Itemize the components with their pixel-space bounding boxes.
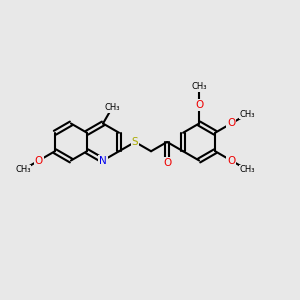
Text: O: O xyxy=(227,118,235,128)
Text: O: O xyxy=(227,155,235,166)
Text: S: S xyxy=(132,137,138,147)
Text: O: O xyxy=(195,100,203,110)
Text: CH₃: CH₃ xyxy=(104,103,120,112)
Text: CH₃: CH₃ xyxy=(239,165,255,174)
Text: CH₃: CH₃ xyxy=(15,165,31,174)
Text: N: N xyxy=(99,155,107,166)
Text: O: O xyxy=(35,155,43,166)
Text: O: O xyxy=(163,158,171,167)
Text: CH₃: CH₃ xyxy=(191,82,207,91)
Text: CH₃: CH₃ xyxy=(239,110,255,119)
